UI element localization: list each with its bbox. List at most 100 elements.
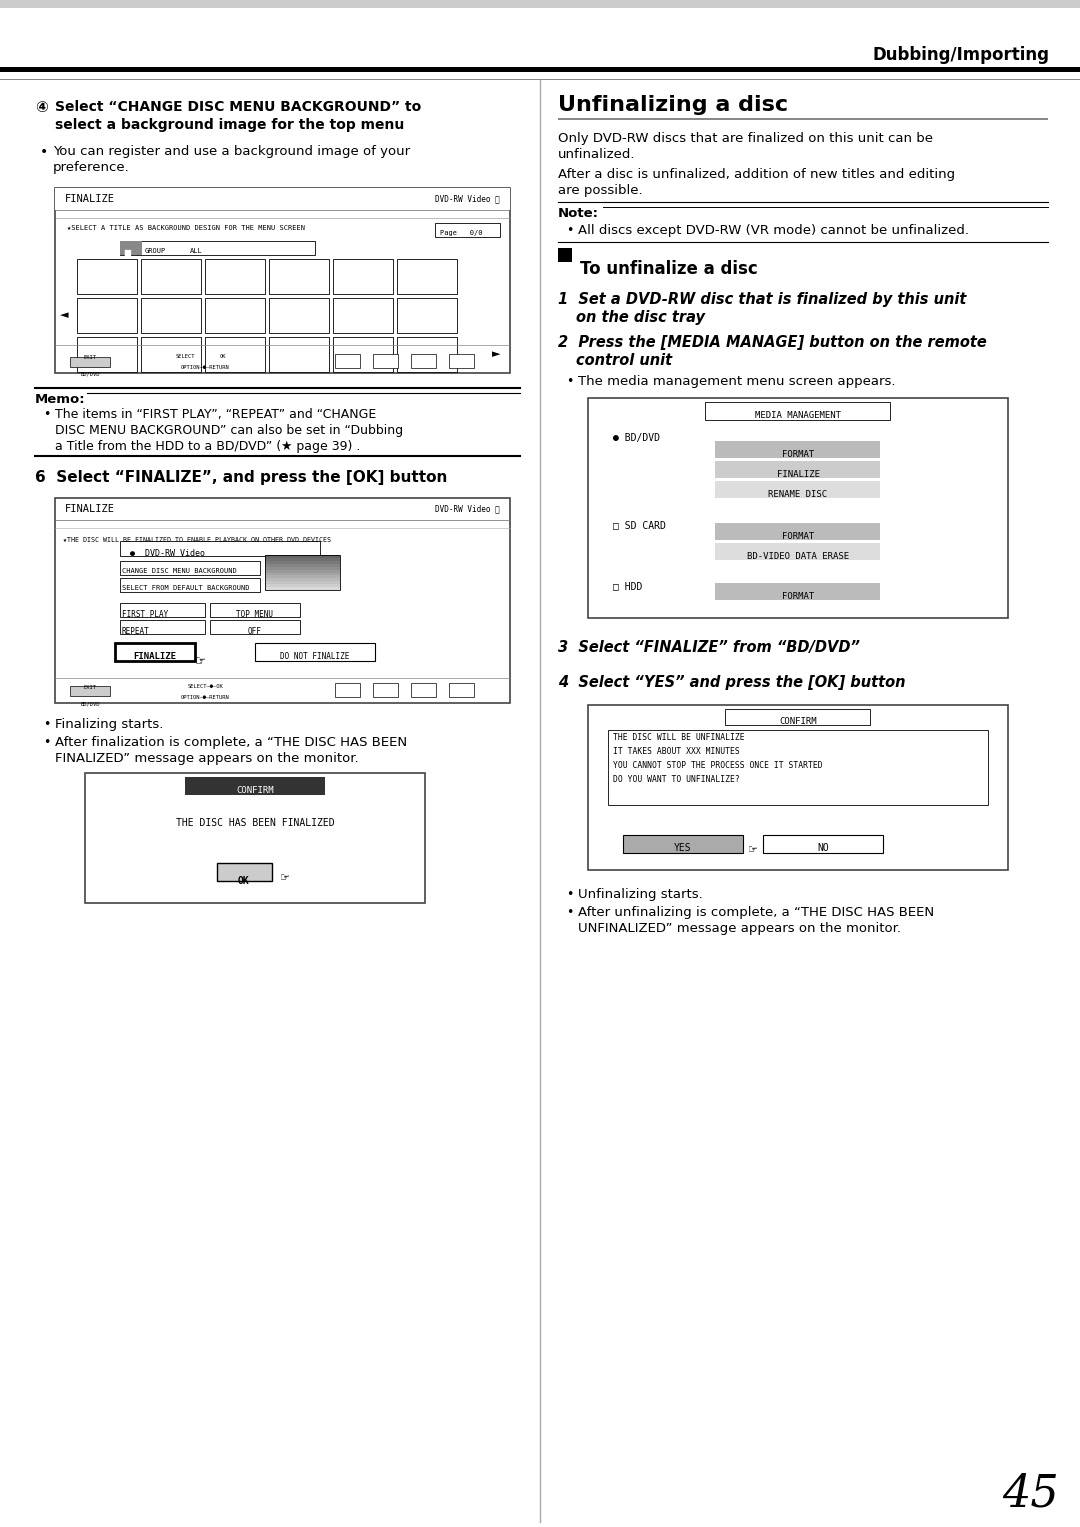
Bar (0, 0, 1080, 8)
Bar (210, 620, 300, 634)
Text: GROUP: GROUP (145, 247, 166, 253)
Bar (715, 481, 880, 498)
Bar (725, 709, 870, 725)
Bar (335, 354, 360, 368)
Text: REPEAT: REPEAT (122, 628, 150, 637)
Text: DISC MENU BACKGROUND” can also be set in “Dubbing: DISC MENU BACKGROUND” can also be set in… (55, 425, 403, 437)
Text: ●  DVD-RW Video: ● DVD-RW Video (130, 550, 205, 557)
Text: NO: NO (818, 843, 828, 854)
Text: ★SELECT A TITLE AS BACKGROUND DESIGN FOR THE MENU SCREEN: ★SELECT A TITLE AS BACKGROUND DESIGN FOR… (67, 224, 305, 231)
Text: •: • (566, 889, 573, 901)
Text: SELECT—●—OK: SELECT—●—OK (187, 684, 222, 689)
Text: THE DISC WILL BE UNFINALIZE: THE DISC WILL BE UNFINALIZE (613, 733, 744, 742)
Bar (715, 524, 880, 541)
Bar (265, 557, 340, 560)
Bar (411, 354, 436, 368)
Bar (588, 399, 1008, 618)
Text: Select “CHANGE DISC MENU BACKGROUND” to: Select “CHANGE DISC MENU BACKGROUND” to (55, 99, 421, 115)
Text: IT TAKES ABOUT XXX MINUTES: IT TAKES ABOUT XXX MINUTES (613, 747, 740, 756)
Bar (333, 337, 393, 373)
Text: BD/DVD: BD/DVD (80, 701, 99, 705)
Text: •: • (566, 376, 573, 388)
Bar (715, 583, 880, 600)
Text: FORMAT: FORMAT (782, 592, 814, 602)
Bar (77, 298, 137, 333)
Text: 3  Select “FINALIZE” from “BD/DVD”: 3 Select “FINALIZE” from “BD/DVD” (558, 640, 860, 655)
Text: ☞: ☞ (195, 655, 206, 667)
Bar (265, 580, 340, 585)
Text: FIRST PLAY: FIRST PLAY (122, 609, 168, 618)
Text: To unfinalize a disc: To unfinalize a disc (580, 260, 758, 278)
Text: BD-VIDEO DATA ERASE: BD-VIDEO DATA ERASE (747, 551, 849, 560)
Bar (335, 683, 360, 696)
Text: are possible.: are possible. (558, 183, 643, 197)
Bar (120, 603, 205, 617)
Text: ◄: ◄ (60, 310, 68, 321)
Text: FINALIZE: FINALIZE (65, 194, 114, 205)
Bar (185, 777, 325, 796)
Bar (120, 620, 205, 634)
Bar (588, 705, 1008, 870)
Text: ● BD/DVD: ● BD/DVD (613, 434, 660, 443)
Bar (265, 573, 340, 576)
Bar (77, 260, 137, 295)
Bar (255, 643, 375, 661)
Bar (0, 67, 1080, 72)
Bar (397, 260, 457, 295)
Bar (265, 586, 340, 589)
Text: 45: 45 (1001, 1472, 1058, 1515)
Bar (120, 241, 141, 255)
Text: ☞: ☞ (280, 873, 291, 883)
Bar (205, 337, 265, 373)
Text: Page   0/0: Page 0/0 (440, 231, 483, 237)
Bar (623, 835, 743, 854)
Bar (715, 461, 880, 478)
Text: FORMAT: FORMAT (782, 450, 814, 460)
Text: DO YOU WANT TO UNFINALIZE?: DO YOU WANT TO UNFINALIZE? (613, 776, 740, 783)
Text: You can register and use a background image of your: You can register and use a background im… (53, 145, 410, 157)
Bar (205, 298, 265, 333)
Text: ►: ► (491, 350, 500, 359)
Bar (373, 683, 399, 696)
Text: •: • (43, 718, 51, 731)
Text: DVD-RW Video ⒪: DVD-RW Video ⒪ (435, 504, 500, 513)
Text: UNFINALIZED” message appears on the monitor.: UNFINALIZED” message appears on the moni… (578, 922, 901, 935)
Text: □ SD CARD: □ SD CARD (613, 521, 666, 530)
Text: RENAME DISC: RENAME DISC (769, 490, 827, 499)
Bar (411, 683, 436, 696)
Text: OPTION—●—RETURN: OPTION—●—RETURN (180, 365, 229, 370)
Bar (269, 298, 329, 333)
Bar (265, 583, 340, 586)
Bar (55, 188, 510, 373)
Text: OPTION—●—RETURN: OPTION—●—RETURN (180, 695, 229, 699)
Bar (265, 576, 340, 579)
Text: CONFIRM: CONFIRM (237, 786, 274, 796)
Text: □ HDD: □ HDD (613, 580, 643, 591)
Text: preference.: preference. (53, 160, 130, 174)
Text: FORMAT: FORMAT (782, 531, 814, 541)
Text: control unit: control unit (576, 353, 672, 368)
Bar (265, 570, 340, 573)
Bar (715, 544, 880, 560)
Text: BD/DVD: BD/DVD (80, 373, 99, 377)
Text: Note:: Note: (558, 208, 599, 220)
Bar (120, 541, 320, 556)
Text: YES: YES (674, 843, 692, 854)
Text: Unfinalizing a disc: Unfinalizing a disc (558, 95, 788, 115)
Bar (558, 118, 1048, 121)
Text: DO NOT FINALIZE: DO NOT FINALIZE (281, 652, 350, 661)
Text: ★THE DISC WILL BE FINALIZED TO ENABLE PLAYBACK ON OTHER DVD DEVICES: ★THE DISC WILL BE FINALIZED TO ENABLE PL… (63, 538, 330, 544)
Text: SELECT FROM DEFAULT BACKGROUND: SELECT FROM DEFAULT BACKGROUND (122, 585, 249, 591)
Text: FINALIZE: FINALIZE (65, 504, 114, 515)
Text: on the disc tray: on the disc tray (576, 310, 705, 325)
Bar (558, 247, 572, 263)
Text: TOP MENU: TOP MENU (237, 609, 273, 618)
Bar (120, 579, 260, 592)
Bar (120, 560, 260, 576)
Text: select a background image for the top menu: select a background image for the top me… (55, 118, 404, 131)
Bar (449, 354, 474, 368)
Bar (449, 683, 474, 696)
Text: ④: ④ (35, 99, 48, 115)
Text: Unfinalizing starts.: Unfinalizing starts. (578, 889, 703, 901)
Bar (217, 863, 272, 881)
